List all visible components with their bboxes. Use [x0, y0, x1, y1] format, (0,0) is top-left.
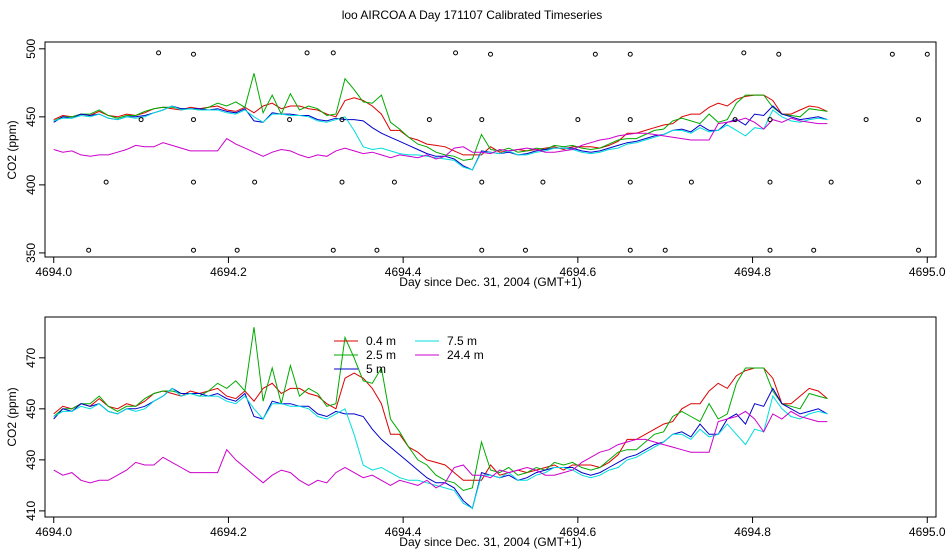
- top-x-tick-label: 4694.2: [210, 265, 247, 279]
- legend: 0.4 m2.5 m5 m 7.5 m24.4 m: [334, 334, 484, 376]
- top-series-5-m: [53, 105, 828, 171]
- bottom-series-7-5-m: [53, 387, 828, 510]
- bottom-series-5-m: [53, 387, 828, 510]
- top-calibration-point: [741, 50, 747, 56]
- bottom-y-tick-label: 430: [24, 450, 38, 470]
- top-calibration-point: [540, 179, 546, 185]
- legend-label: 2.5 m: [366, 348, 396, 362]
- top-calibration-point: [627, 51, 633, 57]
- bottom-panel: 4694.0 4694.2 4694.4 4694.6 4694.8 4695.0 410 4…: [5, 316, 946, 549]
- bottom-x-axis-label: Day since Dec. 31, 2004 (GMT+1): [399, 535, 581, 549]
- top-calibration-point: [889, 51, 895, 57]
- bottom-x-tick-label: 4694.0: [35, 525, 72, 539]
- top-x-tick-label: 4694.6: [560, 265, 597, 279]
- bottom-x-tick-label: 4694.6: [560, 525, 597, 539]
- top-calibration-point: [191, 117, 196, 123]
- top-calibration-point: [191, 51, 196, 57]
- bottom-series-24-4-m: [53, 410, 828, 489]
- top-calibration-point: [767, 247, 773, 253]
- top-calibration-point: [916, 247, 922, 253]
- top-calibration-point: [234, 247, 240, 253]
- top-calibration-point: [863, 117, 869, 123]
- bottom-series-0-4-m: [53, 367, 828, 481]
- top-calibration-point: [575, 117, 581, 123]
- bottom-y-tick-label: 470: [24, 347, 38, 367]
- top-calibration-point: [252, 179, 258, 185]
- bottom-y-axis-label: CO2 (ppm): [5, 387, 19, 446]
- top-plot-frame: [44, 41, 937, 258]
- top-calibration-point: [776, 51, 782, 57]
- top-calibration-point: [391, 179, 397, 185]
- top-calibration-point: [330, 247, 336, 253]
- top-calibration-point: [916, 117, 922, 123]
- top-calibration-point: [767, 117, 773, 123]
- top-y-tick-label: 350: [24, 243, 38, 263]
- bottom-x-tick-label: 4694.4: [385, 525, 422, 539]
- top-x-tick-label: 4694.0: [35, 265, 72, 279]
- bottom-x-tick-label: 4694.2: [210, 525, 247, 539]
- top-calibration-point: [138, 117, 144, 123]
- bottom-plot-frame: [44, 316, 937, 518]
- top-calibration-point: [688, 179, 694, 185]
- top-calibration-point: [479, 117, 485, 123]
- top-calibration-point: [767, 179, 773, 185]
- top-series-0-4-m: [53, 94, 828, 156]
- top-calibration-point: [304, 50, 310, 56]
- top-calibration-point: [156, 50, 162, 56]
- top-calibration-point: [287, 117, 293, 123]
- top-calibration-point: [627, 117, 633, 123]
- top-calibration-point: [916, 179, 922, 185]
- top-calibration-point: [732, 117, 738, 123]
- legend-label: 5 m: [366, 362, 386, 376]
- top-y-tick-label: 450: [24, 107, 38, 127]
- top-series-2-5-m: [53, 73, 828, 161]
- top-y-axis-label: CO2 (ppm): [5, 120, 19, 179]
- top-series-7-5-m: [53, 105, 828, 171]
- top-calibration-point: [426, 117, 432, 123]
- top-calibration-point: [103, 179, 109, 185]
- top-calibration-point: [662, 247, 668, 253]
- top-y-tick-label: 400: [24, 175, 38, 195]
- top-calibration-point: [191, 247, 196, 253]
- top-calibration-point: [924, 51, 930, 57]
- top-calibration-point: [488, 51, 493, 57]
- top-x-axis-label: Day since Dec. 31, 2004 (GMT+1): [399, 275, 581, 289]
- top-calibration-point: [522, 247, 528, 253]
- bottom-series-2-5-m: [53, 327, 828, 492]
- top-x-tick-label: 4694.4: [385, 265, 422, 279]
- top-panel: 4694.0 4694.2 4694.4 4694.6 4694.8 4695.0 350 4…: [5, 38, 946, 289]
- top-calibration-point: [811, 247, 817, 253]
- top-calibration-point: [374, 247, 380, 253]
- top-calibration-point: [479, 179, 485, 185]
- top-calibration-point: [453, 50, 459, 56]
- top-calibration-point: [592, 51, 598, 57]
- top-calibration-point: [627, 247, 633, 253]
- bottom-y-tick-label: 450: [24, 399, 38, 419]
- legend-label: 0.4 m: [366, 334, 396, 348]
- top-calibration-point: [828, 179, 834, 185]
- legend-label: 7.5 m: [447, 334, 477, 348]
- top-x-tick-label: 4695.0: [909, 265, 946, 279]
- top-calibration-point: [479, 247, 485, 253]
- top-calibration-point: [627, 179, 633, 185]
- bottom-x-tick-label: 4694.8: [734, 525, 771, 539]
- top-calibration-point: [191, 179, 196, 185]
- top-calibration-point: [86, 247, 92, 253]
- legend-label: 24.4 m: [447, 348, 484, 362]
- top-calibration-point: [339, 179, 345, 185]
- top-calibration-point: [330, 50, 336, 56]
- top-x-tick-label: 4694.8: [734, 265, 771, 279]
- bottom-x-tick-label: 4695.0: [909, 525, 946, 539]
- bottom-y-tick-label: 410: [24, 501, 38, 521]
- top-series-24-4-m: [53, 117, 828, 160]
- top-y-tick-label: 500: [24, 38, 38, 58]
- figure-title: loo AIRCOA A Day 171107 Calibrated Times…: [342, 8, 603, 22]
- top-calibration-point: [339, 117, 345, 123]
